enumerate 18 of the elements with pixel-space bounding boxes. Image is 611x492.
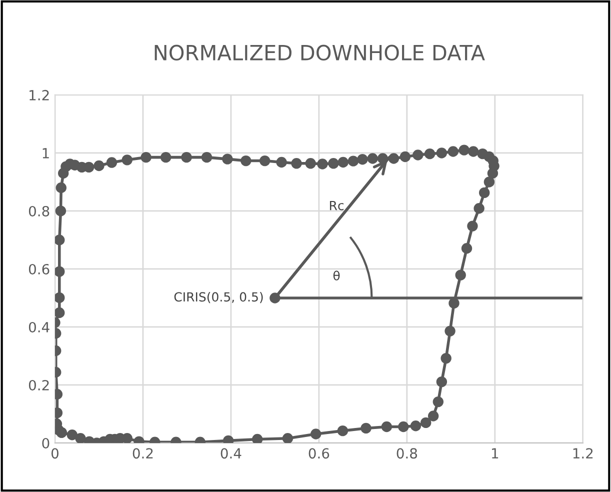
x-tick-label: 0 [51,448,58,459]
y-tick-label: 0.2 [28,380,49,390]
y-tick-label: 0.6 [28,264,50,274]
x-tick-label: 0.6 [308,448,330,459]
x-tick-label: 0.8 [396,448,418,459]
x-tick-label: 0.4 [220,448,242,459]
y-tick-label: 1 [42,148,49,158]
x-tick-label: 0.2 [132,448,153,459]
annotation: θ [333,270,340,280]
y-tick-label: 0.4 [28,322,50,332]
y-tick-label: 0 [42,438,50,448]
annotation: Rc [330,200,344,210]
x-tick-label: 1.2 [573,448,593,458]
chart-title: NORMALIZED DOWNHOLE DATA [154,44,485,61]
y-tick-label: 0.8 [28,206,50,216]
x-tick-label: 1 [492,448,498,458]
annotation: CIRIS(0.5, 0.5) [174,292,263,304]
y-tick-label: 1.2 [30,90,49,100]
